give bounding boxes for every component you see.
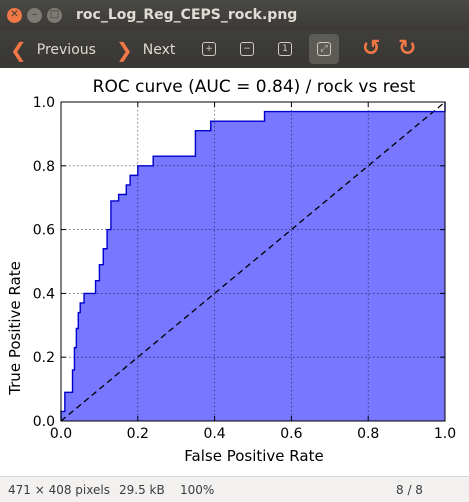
x-tick-label: 0.6 (280, 426, 302, 442)
image-position: 8 / 8 (396, 482, 423, 497)
x-axis-label: False Positive Rate (184, 447, 323, 465)
minimize-icon: – (32, 9, 37, 20)
y-tick-label: 0.8 (33, 159, 55, 175)
next-label: Next (142, 42, 176, 58)
x-tick-label: 0.0 (50, 426, 72, 442)
chevron-right-icon: ❯ (116, 38, 133, 62)
next-button[interactable]: ❯ Next (116, 38, 175, 62)
normal-size-button[interactable]: 1 (274, 38, 296, 60)
rotate-right-button[interactable]: ↻ (398, 36, 416, 61)
chart-title: ROC curve (AUC = 0.84) / rock vs rest (93, 77, 416, 97)
y-tick-label: 0.0 (33, 414, 55, 430)
file-size: 29.5 kB (119, 482, 165, 497)
maximize-icon: □ (49, 9, 60, 20)
rotate-left-icon: ↺ (362, 36, 381, 61)
image-canvas: ROC curve (AUC = 0.84) / rock vs rest Fa… (0, 68, 469, 476)
rotate-right-icon: ↻ (398, 36, 417, 61)
chance-diagonal (60, 101, 446, 422)
y-tick-label: 0.2 (33, 350, 55, 366)
image-dimensions: 471 × 408 pixels (8, 482, 110, 497)
previous-label: Previous (36, 42, 96, 58)
normal-size-icon: 1 (278, 42, 292, 56)
y-tick-label: 0.6 (33, 223, 55, 239)
zoom-out-icon: − (240, 42, 254, 56)
y-tick-label: 0.4 (33, 286, 55, 302)
zoom-level: 100% (180, 482, 215, 497)
x-tick-label: 0.8 (357, 426, 379, 442)
roc-line (60, 102, 446, 421)
y-axis-label: True Positive Rate (6, 261, 24, 396)
zoom-in-icon: + (202, 42, 216, 56)
toolbar: ❮ Previous ❯ Next + − 1 ⤢ ↺ ↻ (0, 30, 469, 68)
close-window-button[interactable]: ✕ (7, 7, 22, 23)
x-tick-label: 0.2 (127, 426, 149, 442)
x-tick-label: 1.0 (434, 426, 456, 442)
close-icon: ✕ (10, 9, 19, 20)
plot-area: 0.0 0.2 0.4 0.6 0.8 1.0 0.0 0.2 0.4 0.6 0.8 1.0 (33, 95, 456, 442)
zoom-out-button[interactable]: − (236, 38, 258, 60)
status-bar: 471 × 408 pixels 29.5 kB 100% 8 / 8 (0, 476, 469, 502)
x-tick-label: 0.4 (203, 426, 225, 442)
chevron-left-icon: ❮ (10, 38, 27, 62)
roc-chart: ROC curve (AUC = 0.84) / rock vs rest Fa… (6, 77, 456, 465)
window-title: roc_Log_Reg_CEPS_rock.png (76, 7, 298, 23)
maximize-window-button[interactable]: □ (47, 7, 62, 23)
best-fit-button[interactable]: ⤢ (309, 34, 339, 64)
minimize-window-button[interactable]: – (27, 7, 42, 23)
zoom-in-button[interactable]: + (198, 38, 220, 60)
rotate-left-button[interactable]: ↺ (362, 36, 380, 61)
best-fit-icon: ⤢ (317, 42, 331, 56)
title-bar: ✕ – □ roc_Log_Reg_CEPS_rock.png (0, 0, 469, 30)
previous-button[interactable]: ❮ Previous (10, 38, 96, 62)
axes-frame (60, 101, 446, 422)
y-tick-label: 1.0 (33, 95, 55, 111)
